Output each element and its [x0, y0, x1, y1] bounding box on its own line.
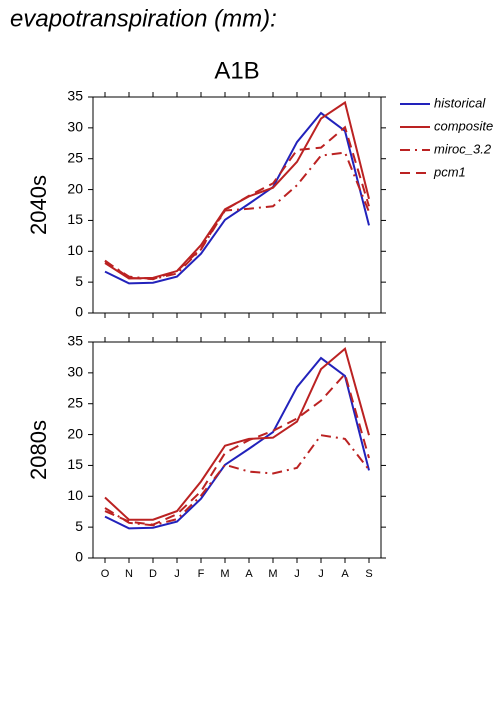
x-tick-label: J: [174, 568, 180, 580]
y-tick-label: 10: [67, 242, 83, 258]
series-line: [104, 372, 370, 526]
series-line: [104, 125, 370, 281]
y-tick-label: 15: [67, 456, 83, 472]
series-line: [104, 151, 370, 281]
series-line: [104, 347, 370, 521]
x-tick-label: M: [268, 568, 277, 580]
series-line: [104, 100, 370, 280]
y-axis-label: 2080s: [26, 420, 51, 480]
y-tick-label: 35: [67, 333, 83, 349]
y-tick-label: 15: [67, 211, 83, 227]
x-tick-label: J: [294, 568, 300, 580]
series-line: [104, 434, 370, 527]
x-tick-label: J: [318, 568, 324, 580]
x-tick-label: N: [125, 568, 133, 580]
y-tick-label: 30: [67, 119, 83, 135]
x-tick-label: D: [149, 568, 157, 580]
y-tick-label: 0: [75, 549, 83, 565]
x-tick-label: M: [220, 568, 229, 580]
y-tick-label: 20: [67, 425, 83, 441]
series-line: [104, 356, 370, 530]
legend-label: miroc_3.2: [434, 141, 492, 156]
y-tick-label: 25: [67, 394, 83, 410]
legend-label: composite: [434, 118, 493, 133]
y-tick-label: 30: [67, 364, 83, 380]
y-tick-label: 5: [75, 273, 83, 289]
y-tick-label: 5: [75, 518, 83, 534]
legend-label: historical: [434, 95, 486, 110]
x-tick-label: A: [341, 568, 349, 580]
x-tick-label: O: [101, 568, 110, 580]
y-tick-label: 25: [67, 149, 83, 165]
y-tick-label: 35: [67, 88, 83, 104]
x-tick-label: F: [198, 568, 205, 580]
y-tick-label: 10: [67, 487, 83, 503]
plot-frame: [92, 341, 382, 559]
y-tick-label: 0: [75, 304, 83, 320]
series-line: [104, 111, 370, 285]
figure-title: evapotranspiration (mm):: [10, 5, 277, 32]
y-tick-label: 20: [67, 180, 83, 196]
x-tick-label: S: [365, 568, 372, 580]
y-axis-label: 2040s: [26, 175, 51, 235]
legend-label: pcm1: [433, 164, 466, 179]
plot-frame: [92, 96, 382, 314]
x-tick-label: A: [245, 568, 253, 580]
scenario-title: A1B: [214, 57, 259, 84]
